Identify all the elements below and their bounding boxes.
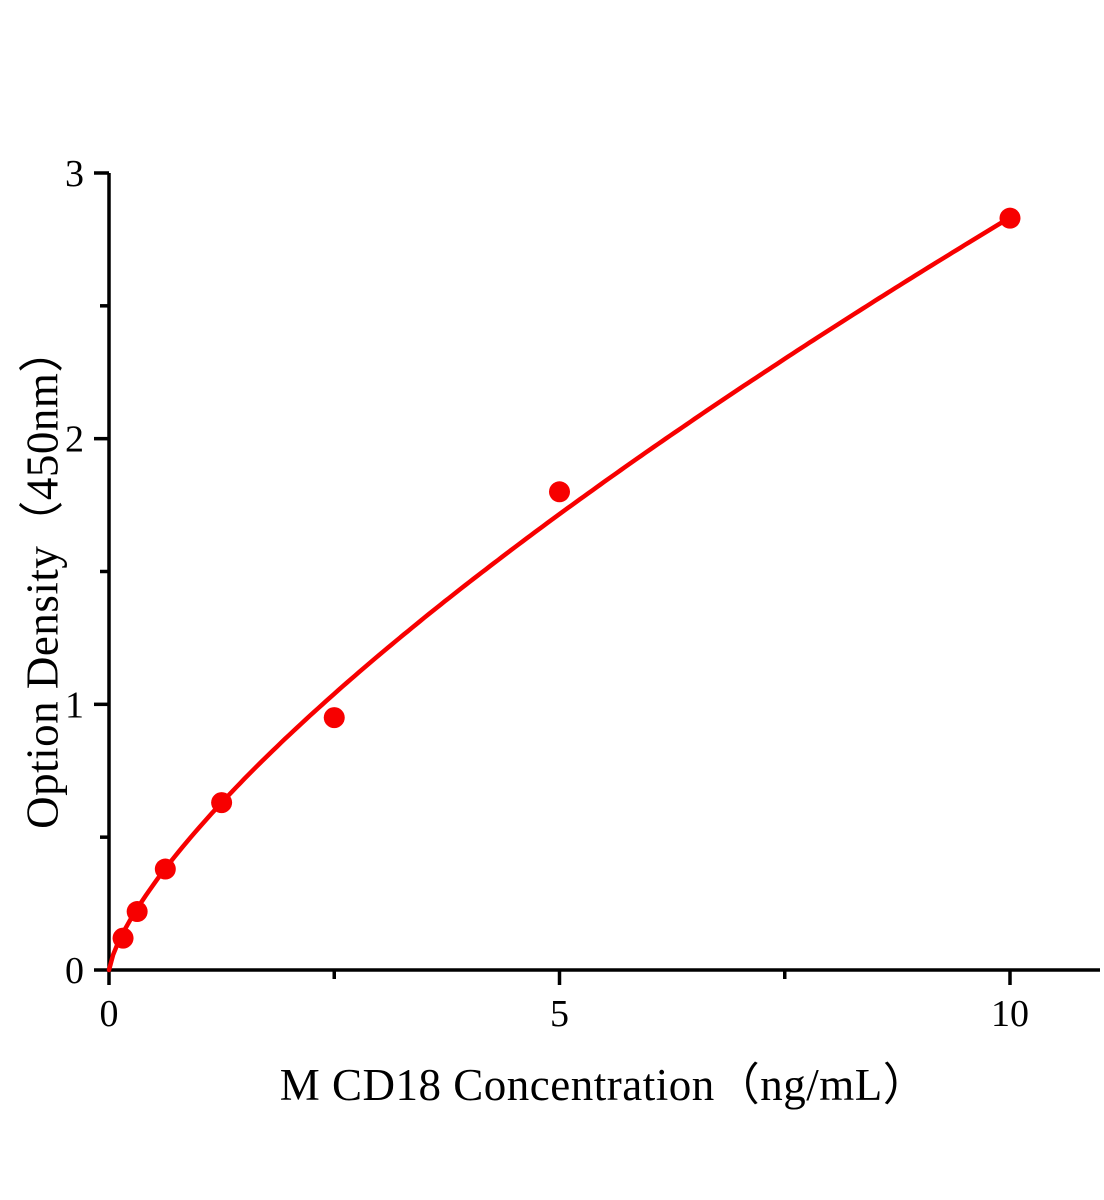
y-tick-label: 1 <box>65 684 84 726</box>
y-tick-label: 0 <box>65 950 84 992</box>
x-tick-label: 5 <box>550 993 569 1035</box>
data-point-marker <box>999 207 1021 229</box>
data-point-marker <box>323 707 345 729</box>
data-point-marker <box>126 901 148 923</box>
y-tick-label: 3 <box>65 153 84 195</box>
y-axis-title: Option Density（450nm） <box>17 327 68 829</box>
fit-curve <box>106 215 1013 973</box>
x-tick-label: 0 <box>100 993 119 1035</box>
x-axis-title: M CD18 Concentration（ng/mL） <box>279 1060 929 1110</box>
y-tick-label: 2 <box>65 419 84 461</box>
x-tick-label: 10 <box>991 993 1029 1035</box>
data-point-marker <box>112 927 134 949</box>
data-point-marker <box>154 858 176 880</box>
data-point-marker <box>211 792 233 814</box>
data-point-marker <box>549 481 570 503</box>
